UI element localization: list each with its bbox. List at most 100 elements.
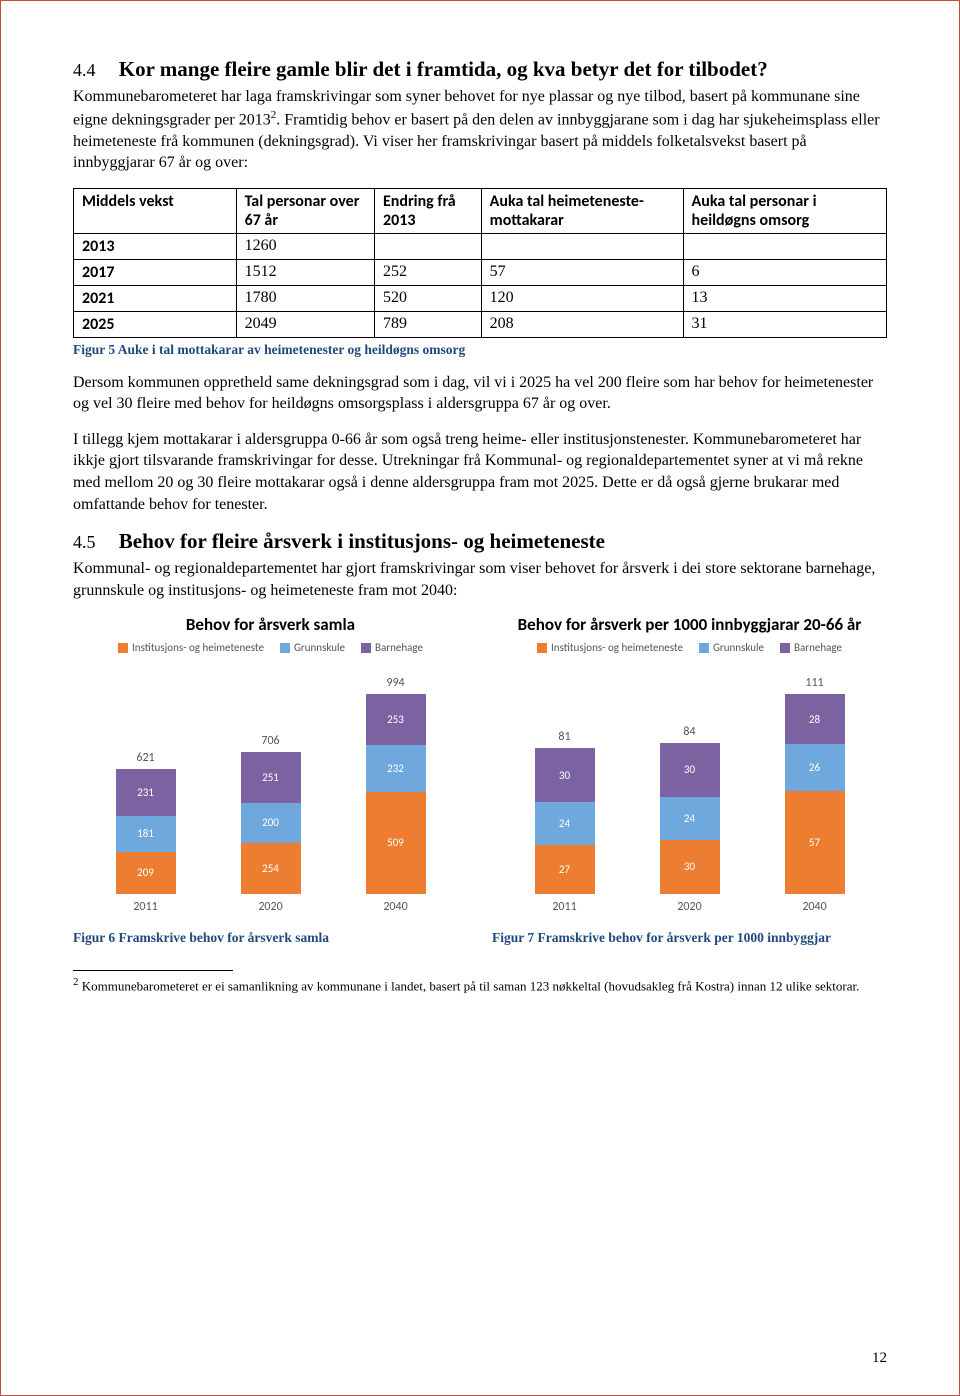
footnote-text: Kommunebarometeret er ei samanlikning av… bbox=[79, 978, 860, 993]
section-4-4-paragraph-1: Kommunebarometeret har laga framskriving… bbox=[73, 86, 887, 174]
legend-label: Institusjons- og heimeteneste bbox=[551, 641, 683, 654]
paragraph-3: I tillegg kjem mottakarar i aldersgruppa… bbox=[73, 429, 887, 515]
chart-a-xlabels: 2011 2020 2040 bbox=[73, 900, 468, 914]
legend-label: Grunnskule bbox=[713, 641, 764, 654]
chart-b: Behov for årsverk per 1000 innbyggjarar … bbox=[492, 615, 887, 914]
section-4-5-paragraph-1: Kommunal- og regionaldepartementet har g… bbox=[73, 558, 887, 601]
bar-segment: 232 bbox=[366, 745, 426, 792]
bar-column: 84 302430 bbox=[650, 725, 730, 894]
table-header-cell: Tal personar over 67 år bbox=[236, 188, 374, 233]
table-row-header: 2013 bbox=[74, 233, 237, 259]
bar-segment: 26 bbox=[785, 744, 845, 791]
figure-6-caption: Figur 6 Framskrive behov for årsverk sam… bbox=[73, 930, 468, 946]
legend-label: Barnehage bbox=[794, 641, 842, 654]
bar-total-label: 994 bbox=[386, 676, 404, 690]
framskriving-table: Middels vekstTal personar over 67 årEndr… bbox=[73, 188, 887, 338]
table-body: 2013126020171512252576202117805201201320… bbox=[74, 233, 887, 337]
chart-a-legend: Institusjons- og heimeteneste Grunnskule B… bbox=[73, 641, 468, 654]
table-cell: 252 bbox=[375, 259, 482, 285]
chart-b-legend: Institusjons- og heimeteneste Grunnskule B… bbox=[492, 641, 887, 654]
bar-segment: 209 bbox=[116, 852, 176, 894]
x-axis-label: 2011 bbox=[106, 900, 186, 914]
x-axis-label: 2040 bbox=[356, 900, 436, 914]
footnote-divider bbox=[73, 970, 233, 971]
legend-item: Grunnskule bbox=[280, 641, 345, 654]
bar-segment: 251 bbox=[241, 752, 301, 803]
chart-a-title: Behov for årsverk samla bbox=[73, 615, 468, 635]
bar-column: 621209181231 bbox=[106, 751, 186, 894]
legend-swatch bbox=[118, 643, 128, 653]
bar-stack: 572628 bbox=[785, 694, 845, 894]
chart-b-bars: 8127243084302430111572628 bbox=[492, 664, 887, 894]
figure-7-caption: Figur 7 Framskrive behov for årsverk per… bbox=[492, 930, 887, 946]
legend-swatch bbox=[780, 643, 790, 653]
legend-label: Grunnskule bbox=[294, 641, 345, 654]
table-cell bbox=[481, 233, 683, 259]
table-header-cell: Auka tal personar i heildøgns omsorg bbox=[683, 188, 886, 233]
bar-segment: 253 bbox=[366, 694, 426, 745]
table-cell: 2049 bbox=[236, 311, 374, 337]
bar-column: 994 509232253 bbox=[356, 676, 436, 894]
bar-stack: 272430 bbox=[535, 748, 595, 894]
table-cell: 789 bbox=[375, 311, 482, 337]
table-cell: 1780 bbox=[236, 285, 374, 311]
bar-total-label: 111 bbox=[805, 676, 823, 690]
table-cell: 208 bbox=[481, 311, 683, 337]
bar-segment: 28 bbox=[785, 694, 845, 744]
table-row: 20171512252576 bbox=[74, 259, 887, 285]
table-row-header: 2017 bbox=[74, 259, 237, 285]
bar-segment: 231 bbox=[116, 769, 176, 815]
table-row: 2021178052012013 bbox=[74, 285, 887, 311]
legend-swatch bbox=[537, 643, 547, 653]
bar-column: 81 272430 bbox=[525, 730, 605, 894]
legend-item: Grunnskule bbox=[699, 641, 764, 654]
bar-total-label: 706 bbox=[261, 734, 279, 748]
table-cell: 6 bbox=[683, 259, 886, 285]
table-row: 2025204978920831 bbox=[74, 311, 887, 337]
bar-total-label: 84 bbox=[683, 725, 695, 739]
bar-segment: 254 bbox=[241, 843, 301, 894]
section-4-4-number: 4.4 bbox=[73, 60, 96, 80]
bar-stack: 509232253 bbox=[366, 694, 426, 894]
table-header-cell: Auka tal heimeteneste-mottakarar bbox=[481, 188, 683, 233]
table-cell: 13 bbox=[683, 285, 886, 311]
table-header-cell: Middels vekst bbox=[74, 188, 237, 233]
bar-stack: 302430 bbox=[660, 743, 720, 894]
bar-segment: 57 bbox=[785, 791, 845, 894]
table-cell: 31 bbox=[683, 311, 886, 337]
legend-label: Barnehage bbox=[375, 641, 423, 654]
table-cell: 1260 bbox=[236, 233, 374, 259]
bar-total-label: 81 bbox=[558, 730, 570, 744]
table-row: 20131260 bbox=[74, 233, 887, 259]
chart-a-bars: 621209181231 706 254200251 994 509232253 bbox=[73, 664, 468, 894]
bar-segment: 181 bbox=[116, 816, 176, 852]
bar-segment: 30 bbox=[660, 840, 720, 894]
page-number: 12 bbox=[872, 1350, 887, 1367]
document-page: 4.4 Kor mange fleire gamle blir det i fr… bbox=[0, 0, 960, 1396]
bar-segment: 30 bbox=[660, 743, 720, 797]
bar-segment: 509 bbox=[366, 792, 426, 894]
x-axis-label: 2020 bbox=[650, 900, 730, 914]
legend-swatch bbox=[699, 643, 709, 653]
bar-column: 706 254200251 bbox=[231, 734, 311, 894]
bar-segment: 200 bbox=[241, 803, 301, 843]
legend-swatch bbox=[361, 643, 371, 653]
x-axis-label: 2040 bbox=[775, 900, 855, 914]
legend-item: Institusjons- og heimeteneste bbox=[118, 641, 264, 654]
table-row-header: 2021 bbox=[74, 285, 237, 311]
chart-captions: Figur 6 Framskrive behov for årsverk sam… bbox=[73, 930, 887, 946]
chart-b-title: Behov for årsverk per 1000 innbyggjarar … bbox=[492, 615, 887, 635]
table-cell bbox=[683, 233, 886, 259]
legend-item: Institusjons- og heimeteneste bbox=[537, 641, 683, 654]
bar-segment: 30 bbox=[535, 748, 595, 802]
bar-segment: 24 bbox=[535, 802, 595, 845]
legend-item: Barnehage bbox=[361, 641, 423, 654]
x-axis-label: 2020 bbox=[231, 900, 311, 914]
chart-b-xlabels: 201120202040 bbox=[492, 900, 887, 914]
section-4-4-title: Kor mange fleire gamle blir det i framti… bbox=[119, 57, 768, 81]
legend-item: Barnehage bbox=[780, 641, 842, 654]
legend-swatch bbox=[280, 643, 290, 653]
table-row-header: 2025 bbox=[74, 311, 237, 337]
footnote-2: 2 Kommunebarometeret er ei samanlikning … bbox=[73, 975, 887, 995]
table-cell: 520 bbox=[375, 285, 482, 311]
